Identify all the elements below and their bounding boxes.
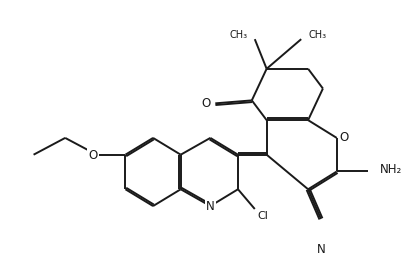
Text: N: N (205, 200, 214, 212)
Text: CH₃: CH₃ (307, 30, 326, 40)
Text: NH₂: NH₂ (379, 163, 401, 176)
Text: O: O (88, 149, 98, 162)
Text: O: O (201, 97, 211, 110)
Text: O: O (338, 132, 347, 144)
Text: Cl: Cl (257, 211, 268, 221)
Text: CH₃: CH₃ (229, 30, 247, 40)
Text: N: N (316, 243, 324, 256)
